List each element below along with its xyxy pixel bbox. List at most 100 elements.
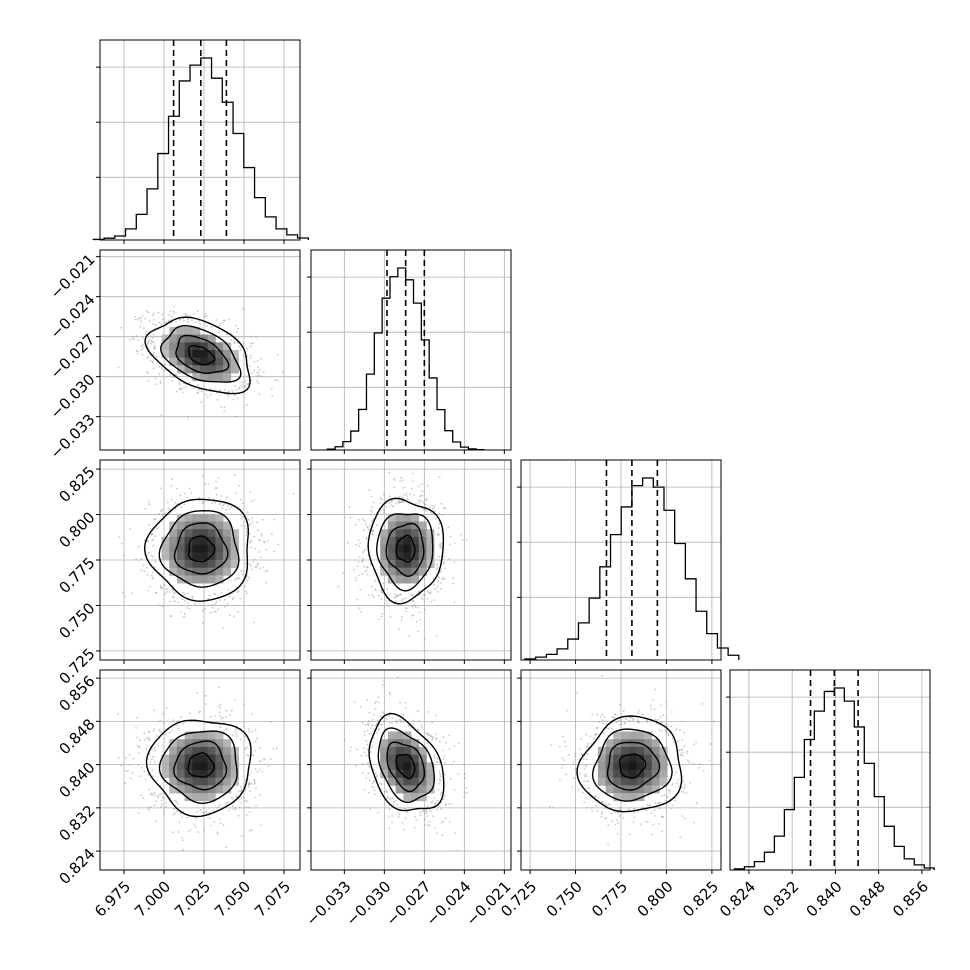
sample-point <box>419 619 422 621</box>
sample-point <box>368 779 371 782</box>
sample-point <box>388 471 390 474</box>
sample-point <box>229 508 231 510</box>
sample-point <box>227 504 230 507</box>
sample-point <box>671 784 673 786</box>
density-cell <box>380 746 389 756</box>
density-cell <box>411 770 420 779</box>
sample-point <box>613 713 616 715</box>
density-cell <box>418 560 427 569</box>
sample-point <box>448 734 451 737</box>
sample-point <box>440 544 442 546</box>
density-cell <box>192 334 201 343</box>
panel-frame <box>99 249 301 451</box>
sample-point <box>235 796 238 798</box>
sample-point <box>433 797 436 800</box>
sample-point <box>597 796 600 798</box>
sample-point <box>141 314 144 317</box>
sample-point <box>271 394 274 397</box>
sample-point <box>240 835 243 838</box>
sample-point <box>240 789 243 792</box>
sample-point <box>173 799 176 802</box>
sample-point <box>389 615 392 618</box>
density-cell <box>223 754 232 763</box>
sample-point <box>234 699 237 701</box>
density-cell <box>403 746 412 756</box>
sample-point <box>164 592 167 595</box>
sample-point <box>377 594 380 597</box>
sample-point <box>375 700 378 703</box>
sample-point <box>223 319 226 322</box>
sample-point <box>377 811 380 814</box>
sample-point <box>199 323 202 325</box>
density-cell <box>387 552 397 561</box>
sample-point <box>153 728 156 730</box>
density-cell <box>200 746 209 756</box>
sample-point <box>97 316 99 318</box>
sample-point <box>616 832 619 835</box>
density-cell <box>176 536 186 546</box>
density-cell <box>169 529 178 538</box>
sample-point <box>610 727 613 730</box>
sample-point <box>361 722 364 724</box>
sample-point <box>233 394 236 397</box>
sample-point <box>601 719 604 722</box>
sample-point <box>366 749 369 751</box>
sample-point <box>417 590 420 593</box>
sample-point <box>262 566 265 569</box>
sample-point <box>225 803 228 806</box>
sample-point <box>175 390 178 393</box>
sample-point <box>248 811 251 813</box>
sample-point <box>124 756 127 759</box>
sample-point <box>129 528 132 530</box>
sample-point <box>245 383 248 386</box>
density-cell <box>411 754 420 763</box>
sample-point <box>257 562 259 565</box>
density-cell <box>403 793 412 802</box>
sample-point <box>396 676 399 679</box>
sample-point <box>175 800 178 803</box>
sample-point <box>371 719 374 721</box>
sample-point <box>622 816 625 819</box>
sample-point <box>413 494 415 496</box>
sample-point <box>151 337 154 339</box>
sample-point <box>217 608 220 611</box>
sample-point <box>170 498 173 501</box>
sample-point <box>167 507 170 510</box>
sample-point <box>118 757 120 760</box>
sample-point <box>412 719 415 722</box>
sample-point <box>215 493 218 496</box>
sample-point <box>370 509 372 512</box>
sample-point <box>235 389 238 391</box>
sample-point <box>589 735 592 738</box>
sample-point <box>258 538 260 541</box>
sample-point <box>405 597 407 599</box>
sample-point <box>140 345 143 347</box>
sample-point <box>225 709 228 712</box>
sample-point <box>160 323 163 326</box>
sample-point <box>137 763 140 766</box>
sample-point <box>688 761 691 763</box>
sample-point <box>137 352 139 355</box>
sample-point <box>382 711 384 714</box>
sample-point <box>156 527 159 530</box>
sample-point <box>152 367 155 370</box>
sample-point <box>365 754 368 757</box>
density-cell <box>215 575 224 584</box>
sample-point <box>134 318 137 321</box>
sample-point <box>154 344 156 347</box>
sample-point <box>395 719 398 722</box>
sample-point <box>162 796 164 799</box>
sample-point <box>153 791 156 794</box>
sample-point <box>424 503 427 506</box>
y-tick-label-2-3: 0.800 <box>55 508 98 551</box>
density-cell <box>200 567 209 576</box>
sample-point <box>217 477 220 479</box>
sample-point <box>665 800 668 802</box>
sample-point <box>388 808 391 810</box>
sample-point <box>601 722 604 725</box>
sample-point <box>666 796 669 798</box>
sample-point <box>374 724 376 727</box>
contour-1 <box>386 741 426 793</box>
sample-point <box>659 801 662 804</box>
sample-point <box>400 721 402 723</box>
